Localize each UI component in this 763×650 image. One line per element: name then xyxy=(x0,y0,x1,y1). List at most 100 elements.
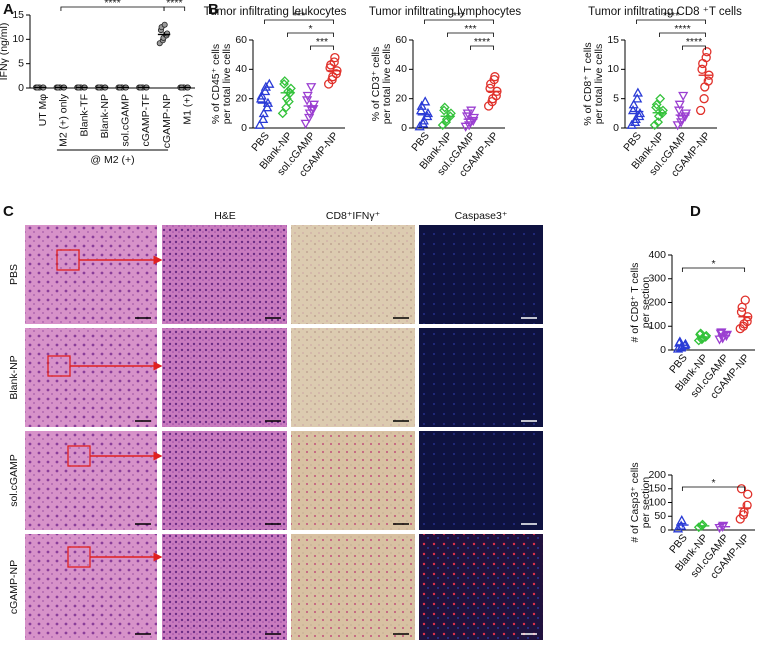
significance-bracket xyxy=(163,6,186,11)
data-point xyxy=(736,307,747,317)
data-point xyxy=(468,116,479,127)
data-point xyxy=(437,120,448,130)
y-tick-label: 200 xyxy=(648,469,666,481)
micrograph xyxy=(162,534,287,640)
data-point xyxy=(283,86,294,97)
data-point xyxy=(696,105,706,116)
significance-label: * xyxy=(711,258,715,270)
column-header: H&E xyxy=(214,210,236,222)
significance-label: **** xyxy=(686,36,702,48)
micrograph xyxy=(25,431,157,530)
data-point xyxy=(626,119,637,129)
data-point xyxy=(676,115,687,125)
data-point xyxy=(330,52,340,63)
significance-label: * xyxy=(308,23,312,35)
micrograph xyxy=(291,431,415,530)
dot-plot: 0 20 40 60 % of CD45⁺ cells per total live ce… xyxy=(204,6,347,179)
data-point xyxy=(680,112,691,122)
data-point xyxy=(632,93,643,103)
significance-bracket xyxy=(682,45,706,50)
y-tick-label: 10 xyxy=(607,63,619,75)
micrograph xyxy=(419,225,543,324)
data-point xyxy=(306,83,317,93)
data-point xyxy=(414,121,425,131)
data-point xyxy=(697,519,708,530)
data-point xyxy=(693,335,704,346)
row-label: Blank-NP xyxy=(8,355,20,399)
data-point xyxy=(422,107,434,118)
dot-plot: 0 5 10 15 % of CD8⁺ T cells per total live ce… xyxy=(582,6,742,179)
y-tick-label: 5 xyxy=(18,57,24,69)
y-axis-label: per total live cells xyxy=(593,44,605,125)
y-tick-label: 15 xyxy=(12,9,24,21)
significance-bracket xyxy=(636,19,706,24)
data-point xyxy=(628,99,639,109)
micrograph xyxy=(162,431,287,530)
y-tick-label: 0 xyxy=(660,344,666,356)
data-point xyxy=(653,111,664,122)
y-tick-label: 0 xyxy=(401,122,407,134)
data-point xyxy=(490,72,500,82)
y-tick-label: 200 xyxy=(648,296,666,308)
y-tick-label: 400 xyxy=(648,249,666,261)
data-point xyxy=(702,47,712,57)
micrograph xyxy=(162,225,287,324)
row-label: sol.cGAMP xyxy=(8,454,20,507)
data-point xyxy=(737,302,747,312)
data-point xyxy=(704,70,714,80)
data-point xyxy=(630,113,641,124)
significance-label: **** xyxy=(474,36,490,48)
data-point xyxy=(277,108,288,119)
micrograph xyxy=(419,431,543,530)
data-point xyxy=(672,523,684,533)
data-point xyxy=(264,78,275,88)
chart-title: Tumor infiltrating CD8 ⁺T cells xyxy=(588,6,742,18)
data-point xyxy=(649,120,660,130)
y-axis-label: % of CD3⁺ cells xyxy=(370,47,382,121)
group-label: @ M2 (+) xyxy=(90,154,134,166)
x-tick-label: M1 (+) xyxy=(181,94,193,125)
micrograph xyxy=(25,534,157,640)
panel-label: A xyxy=(3,1,14,18)
data-point xyxy=(672,343,684,353)
x-tick-label: cGAMP-TF xyxy=(140,94,152,147)
y-tick-label: 15 xyxy=(607,34,619,46)
y-tick-label: 50 xyxy=(654,510,666,522)
significance-bracket xyxy=(264,19,334,24)
y-axis-label: % of CD45⁺ cells xyxy=(210,44,222,124)
data-point xyxy=(680,109,692,119)
data-point xyxy=(260,85,271,96)
data-point xyxy=(254,119,265,129)
data-point xyxy=(672,121,683,131)
x-tick-label: cGAMP-NP xyxy=(161,94,173,148)
data-point xyxy=(739,319,749,329)
x-tick-label: sol.cGAMP xyxy=(120,94,132,147)
data-point xyxy=(462,109,473,119)
y-axis-label: per total live cells xyxy=(381,44,393,125)
data-point xyxy=(262,102,273,112)
significance-label: *** xyxy=(464,23,476,35)
y-tick-label: 5 xyxy=(613,92,619,104)
data-point xyxy=(161,21,168,28)
micrograph xyxy=(291,534,415,640)
y-tick-label: 0 xyxy=(241,122,247,134)
data-point xyxy=(255,93,267,103)
panel-label: B xyxy=(208,1,219,18)
significance-bracket xyxy=(681,267,746,272)
data-point xyxy=(260,81,271,91)
micrograph xyxy=(419,534,543,640)
micrograph xyxy=(25,328,157,427)
data-point xyxy=(279,76,290,86)
significance-label: **** xyxy=(674,23,690,35)
y-tick-label: 40 xyxy=(395,63,407,75)
data-point xyxy=(302,91,313,102)
micrograph xyxy=(291,225,415,324)
y-tick-label: 20 xyxy=(235,92,247,104)
data-point xyxy=(466,106,477,116)
data-point xyxy=(258,107,269,118)
data-point xyxy=(721,330,733,340)
row-label: cGAMP-NP xyxy=(8,560,20,614)
panel-label: C xyxy=(3,203,14,220)
significance-bracket xyxy=(681,486,746,491)
